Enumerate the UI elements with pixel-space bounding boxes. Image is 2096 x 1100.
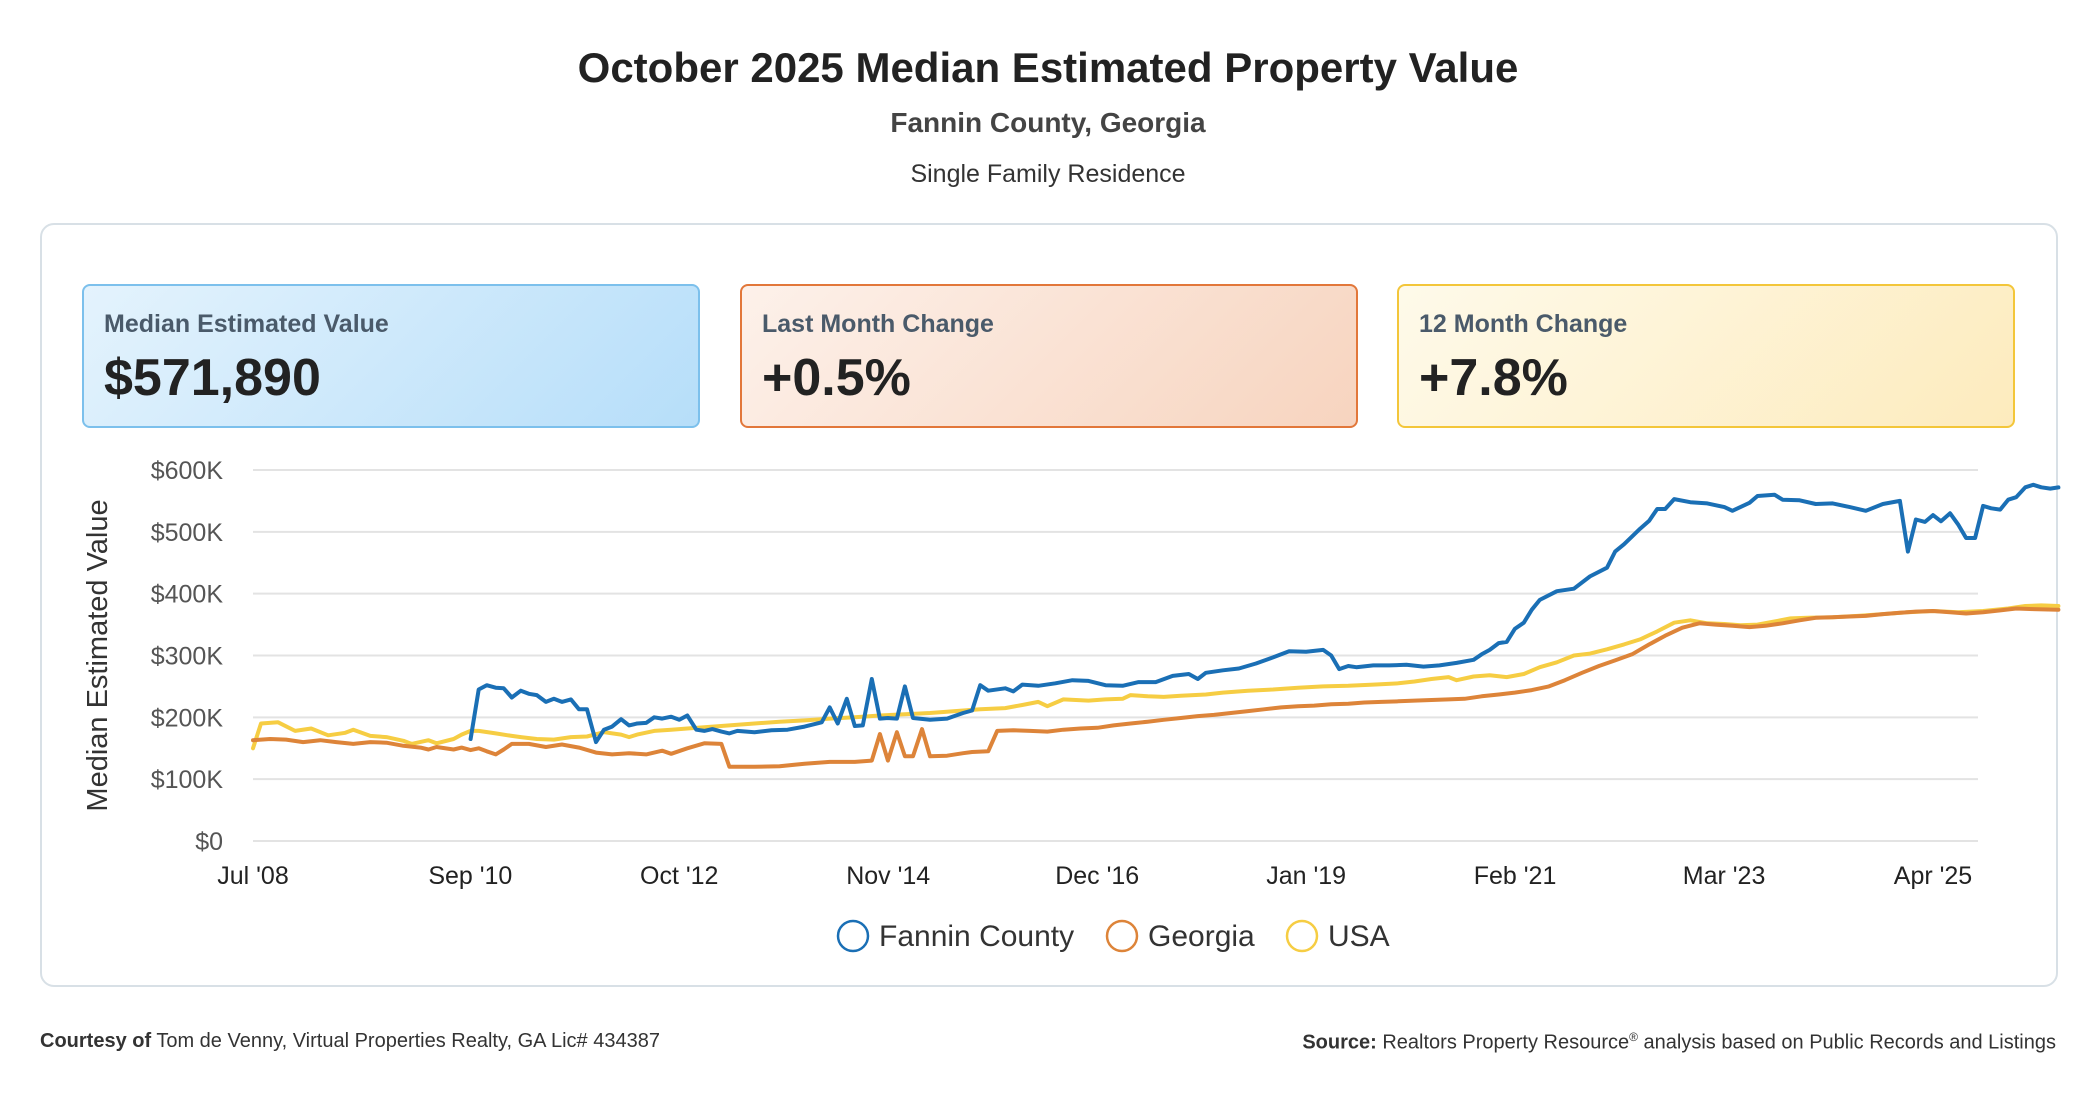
line-chart: $0 $100K $200K $300K $400K $500K $600K Jul '08 S…: [82, 457, 2061, 953]
x-tick-label: Oct '12: [640, 862, 718, 890]
location-subtitle: Fannin County, Georgia: [890, 107, 1206, 138]
registered-mark: ®: [1629, 1030, 1638, 1044]
y-tick-label: $400K: [151, 581, 224, 609]
y-tick-label: $100K: [151, 766, 224, 794]
x-tick-label: Nov '14: [846, 862, 930, 890]
series-line-georgia: [251, 606, 2061, 769]
source-label: Source:: [1302, 1031, 1377, 1054]
x-tick-label: Dec '16: [1055, 862, 1139, 890]
legend-label-georgia: Georgia: [1148, 920, 1255, 953]
courtesy-label: Courtesy of: [40, 1030, 152, 1052]
median-value-card: Median Estimated Value $571,890: [82, 284, 700, 428]
legend-marker-usa: [1285, 919, 1319, 953]
x-tick-label: Sep '10: [428, 862, 512, 890]
legend-marker-fannin-county: [836, 919, 870, 953]
x-tick-label: Jan '19: [1266, 862, 1346, 890]
y-tick-label: $600K: [151, 457, 224, 485]
y-axis-label: Median Estimated Value: [82, 499, 114, 811]
legend-marker-georgia: [1105, 919, 1139, 953]
median-value-label: Median Estimated Value: [104, 310, 389, 338]
source-text-a: Realtors Property Resource: [1382, 1031, 1630, 1054]
twelve-month-change-value: +7.8%: [1419, 349, 1568, 407]
last-month-change-card: Last Month Change +0.5%: [740, 284, 1358, 428]
series-line-fannin-county: [468, 482, 2061, 745]
twelve-month-change-label: 12 Month Change: [1419, 310, 1628, 338]
courtesy-text: Tom de Venny, Virtual Properties Realty,…: [156, 1030, 660, 1052]
y-tick-label: $0: [195, 828, 223, 856]
median-value: $571,890: [104, 349, 321, 407]
legend-label-usa: USA: [1328, 920, 1390, 953]
x-tick-label: Jul '08: [217, 862, 288, 890]
series-line-usa: [251, 603, 2061, 751]
twelve-month-change-card: 12 Month Change +7.8%: [1397, 284, 2015, 428]
source-note: Source: Realtors Property Resource® anal…: [1302, 1030, 2056, 1055]
courtesy-note: Courtesy of Tom de Venny, Virtual Proper…: [40, 1030, 660, 1053]
last-month-change-label: Last Month Change: [762, 310, 994, 338]
chart-title: October 2025 Median Estimated Property V…: [577, 44, 1519, 91]
y-tick-label: $500K: [151, 519, 224, 547]
x-tick-label: Feb '21: [1474, 862, 1557, 890]
legend-label-fannin-county: Fannin County: [879, 920, 1074, 953]
x-tick-label: Apr '25: [1894, 862, 1972, 890]
y-tick-label: $300K: [151, 643, 224, 671]
last-month-change-value: +0.5%: [762, 349, 911, 407]
y-tick-label: $200K: [151, 704, 224, 732]
source-text-b: analysis based on Public Records and Lis…: [1637, 1031, 2056, 1054]
x-tick-label: Mar '23: [1683, 862, 1766, 890]
property-type-label: Single Family Residence: [910, 160, 1186, 188]
